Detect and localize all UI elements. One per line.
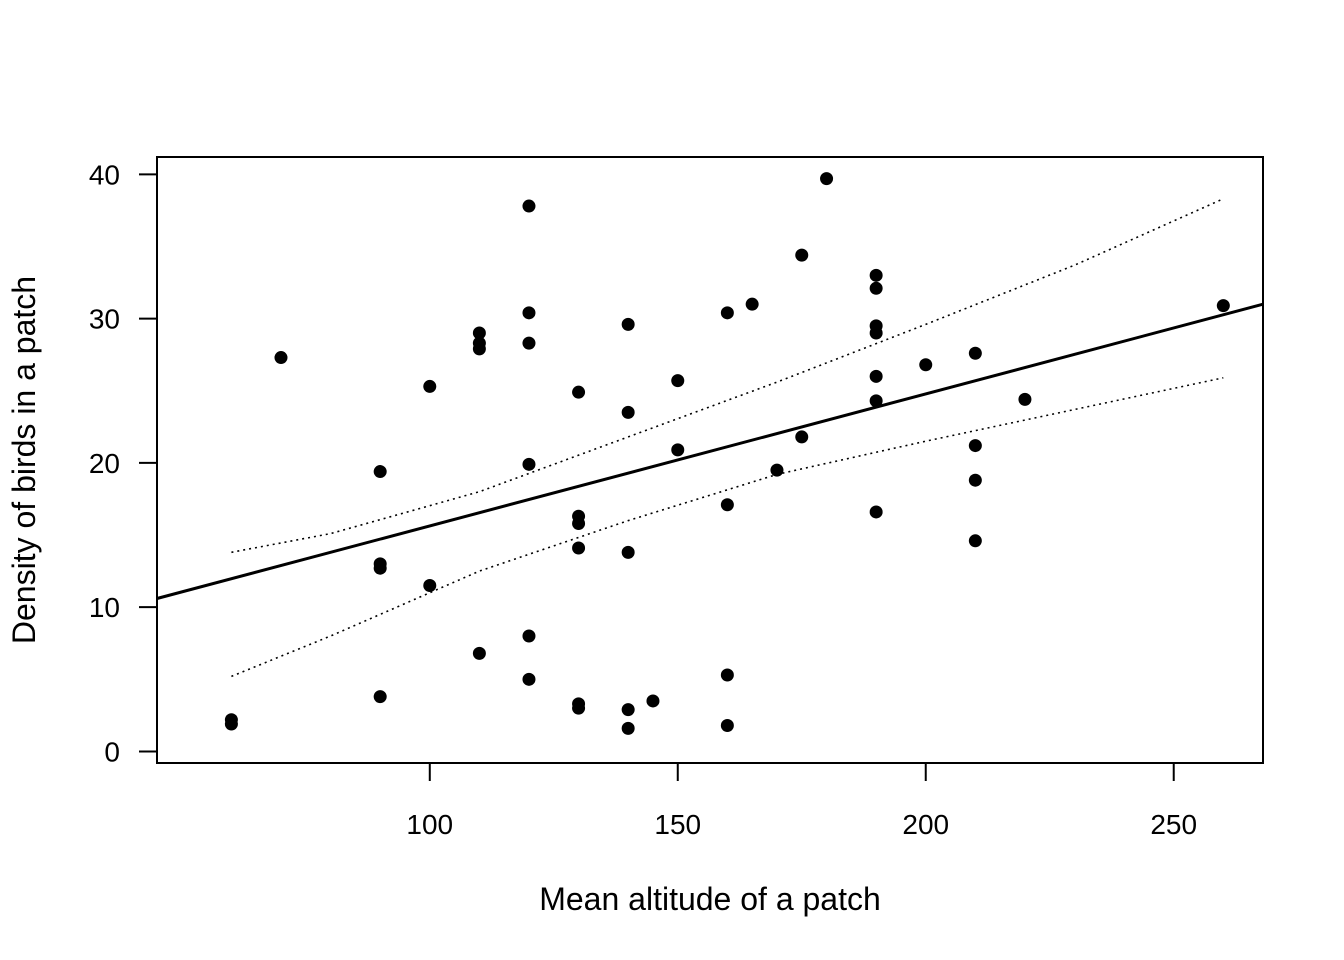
data-point [869,369,883,383]
data-point [224,717,238,731]
data-point [671,374,685,388]
data-point [621,317,635,331]
y-tick-label: 10 [89,592,120,623]
data-point [423,379,437,393]
data-point [869,394,883,408]
data-point [621,703,635,717]
data-point [522,199,536,213]
data-point [423,579,437,593]
data-point [869,268,883,282]
data-point [1018,392,1032,406]
data-point [522,457,536,471]
data-point [720,718,734,732]
data-point [646,694,660,708]
data-point [522,672,536,686]
data-point [919,358,933,372]
data-point [968,473,982,487]
y-tick-label: 40 [89,159,120,190]
regression-line [156,302,1264,600]
plot-frame [156,156,1264,764]
x-axis: 100 150 200 250 [406,762,1197,840]
data-point [572,541,586,555]
data-point [720,668,734,682]
data-point [274,351,288,365]
y-tick-label: 20 [89,448,120,479]
data-point [572,516,586,530]
data-points [224,172,1230,735]
data-point [621,405,635,419]
data-point [968,534,982,548]
x-axis-title: Mean altitude of a patch [539,881,881,917]
data-point [572,701,586,715]
data-point [472,342,486,356]
data-point [869,281,883,295]
data-point [472,326,486,340]
fit-lines [156,198,1264,678]
x-tick-label: 150 [654,809,701,840]
data-point [522,336,536,350]
data-point [572,385,586,399]
data-point [795,430,809,444]
data-point [522,629,536,643]
x-tick-label: 100 [406,809,453,840]
data-point [720,498,734,512]
data-point [621,721,635,735]
y-axis: 0 10 20 30 40 [89,159,158,767]
data-point [968,346,982,360]
data-point [373,465,387,479]
data-point [720,306,734,320]
x-tick-label: 200 [902,809,949,840]
data-point [968,439,982,453]
data-point [869,505,883,519]
data-point [795,248,809,262]
y-tick-label: 0 [104,736,120,767]
x-tick-label: 250 [1150,809,1197,840]
data-point [671,443,685,457]
y-axis-title: Density of birds in a patch [6,276,42,644]
data-point [869,326,883,340]
data-point [770,463,784,477]
data-point [745,297,759,311]
y-tick-label: 30 [89,304,120,335]
data-point [472,646,486,660]
confidence-band-line [231,198,1224,554]
data-point [373,561,387,575]
data-point [522,306,536,320]
data-point [621,545,635,559]
data-point [1216,299,1230,313]
confidence-band-line [231,377,1224,678]
data-point [820,172,834,186]
data-point [373,690,387,704]
